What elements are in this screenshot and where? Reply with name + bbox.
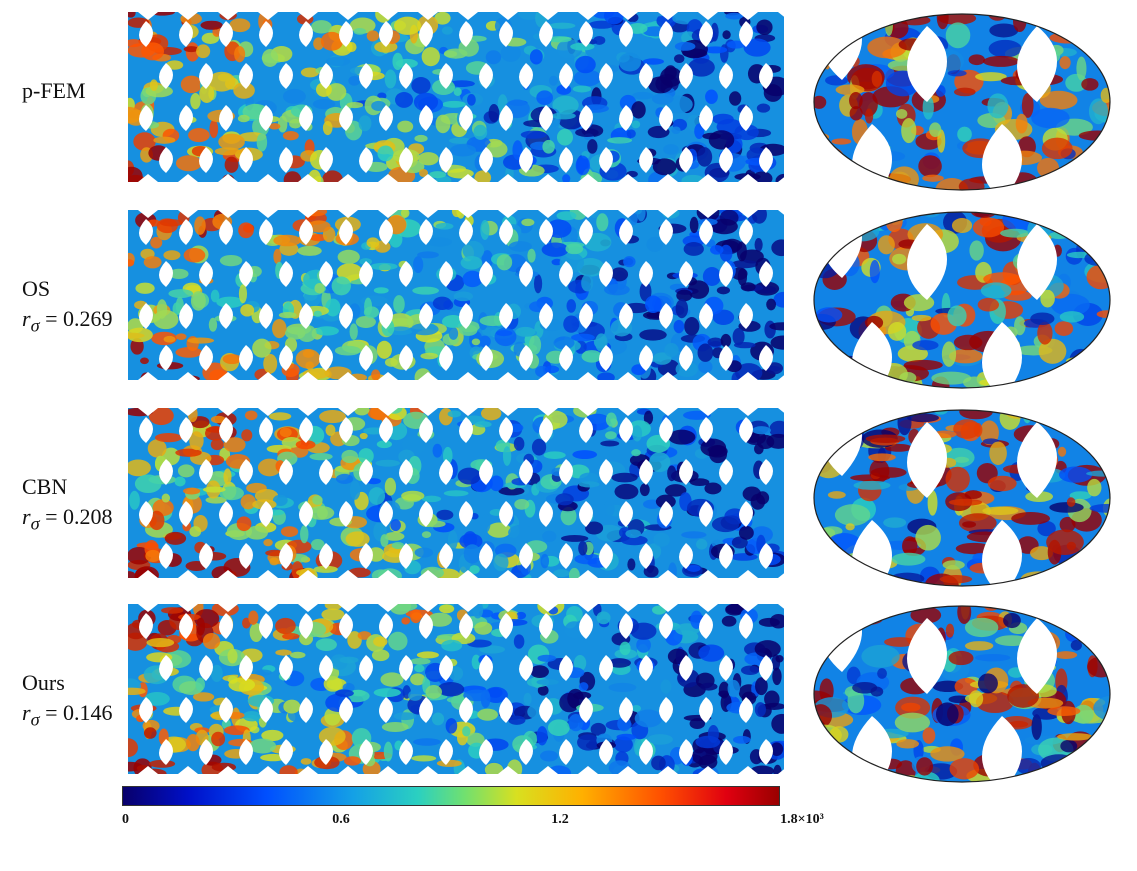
error-metric: rσ = 0.269 — [22, 306, 113, 336]
method-name: p-FEM — [22, 78, 86, 103]
row-label: p-FEM — [22, 76, 86, 106]
zoom-inset — [813, 605, 1111, 783]
colorbar-ticks: 0 0.6 1.2 1.8×10³ — [122, 806, 824, 830]
lattice-stress-map — [128, 210, 784, 380]
lattice-stress-map — [128, 408, 784, 578]
method-name: OS — [22, 276, 51, 301]
error-metric: rσ = 0.146 — [22, 700, 113, 730]
result-row-pfem: p-FEM — [0, 12, 1137, 191]
method-name: CBN — [22, 474, 68, 499]
lattice-stress-map — [128, 12, 784, 182]
zoom-inset — [813, 409, 1111, 587]
result-row-ours: Ours rσ = 0.146 — [0, 604, 1137, 783]
error-metric: rσ = 0.208 — [22, 504, 113, 534]
colorbar-tick: 0 — [122, 812, 129, 827]
colorbar-tick: 0.6 — [332, 812, 350, 827]
lattice-stress-map — [128, 604, 784, 774]
colorbar-tick: 1.8×10³ — [780, 812, 824, 827]
colorbar: 0 0.6 1.2 1.8×10³ — [122, 786, 824, 830]
row-label: OS rσ = 0.269 — [22, 274, 113, 340]
colorbar-tick: 1.2 — [551, 812, 569, 827]
zoom-inset — [813, 211, 1111, 389]
result-row-cbn: CBN rσ = 0.208 — [0, 408, 1137, 587]
row-label: Ours rσ = 0.146 — [22, 668, 113, 734]
method-name: Ours — [22, 670, 65, 695]
zoom-inset — [813, 13, 1111, 191]
colorbar-gradient — [122, 786, 780, 806]
result-row-os: OS rσ = 0.269 — [0, 210, 1137, 389]
row-label: CBN rσ = 0.208 — [22, 472, 113, 538]
